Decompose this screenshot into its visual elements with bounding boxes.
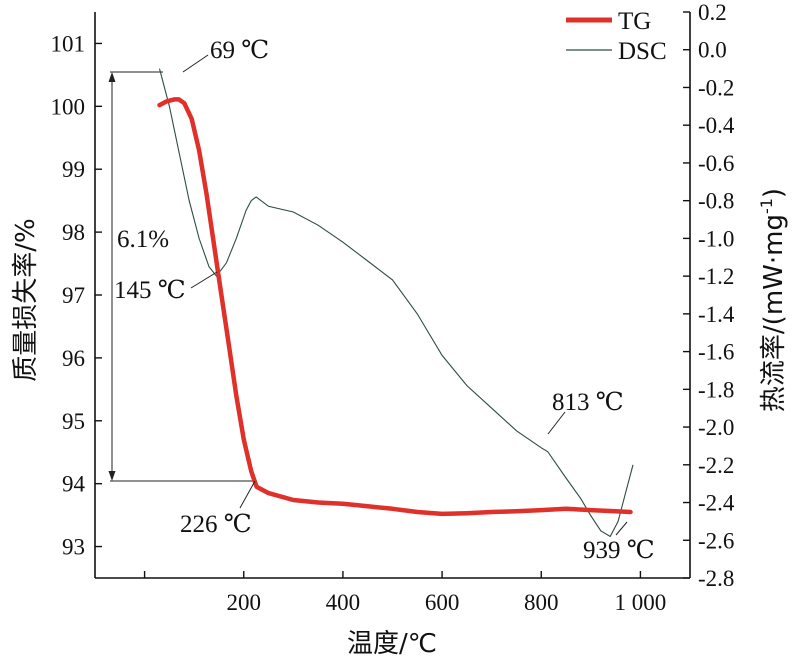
y-right-tick-label: -2.8 (698, 566, 734, 591)
y-left-tick-label: 98 (62, 220, 85, 245)
leader-145 (190, 271, 218, 289)
y-right-tick-label: 0.0 (698, 38, 727, 63)
y-right-axis-title-close: ) (759, 188, 789, 198)
y-right-tick-label: -1.8 (698, 377, 734, 402)
annotation-939: 939 ℃ (583, 537, 655, 564)
y-right-tick-label: -2.2 (698, 453, 734, 478)
y-right-axis-title-main: 热流率/(mW·mg (759, 214, 789, 412)
y-right-tick-label: -1.2 (698, 264, 734, 289)
x-ticks: 200 400 600 800 1 000 (143, 571, 667, 615)
bracket-arrowhead-down (108, 471, 116, 481)
y-right-tick-label: -0.2 (698, 75, 734, 100)
annotation-813: 813 ℃ (552, 389, 624, 416)
y-right-tick-label: -1.0 (698, 226, 734, 251)
annotation-leaders (182, 54, 628, 536)
bracket-arrowhead-up (108, 72, 116, 82)
annotation-mass-loss: 6.1% (117, 226, 169, 253)
annotation-69: 69 ℃ (210, 37, 269, 64)
y-left-tick-label: 100 (51, 94, 86, 119)
y-right-tick-label: -0.6 (698, 151, 734, 176)
y-left-tick-label: 99 (62, 157, 85, 182)
y-left-tick-label: 97 (62, 283, 85, 308)
mass-loss-bracket (108, 71, 255, 482)
x-tick-label: 800 (524, 590, 559, 615)
annotation-226: 226 ℃ (180, 511, 252, 538)
y-right-tick-label: -2.0 (698, 415, 734, 440)
x-tick-label: 200 (227, 590, 262, 615)
leader-939 (615, 521, 628, 536)
legend-dsc-label: DSC (618, 38, 667, 65)
x-axis-title: 温度/℃ (347, 629, 437, 659)
y-left-tick-label: 95 (62, 409, 85, 434)
legend: TG DSC (566, 8, 667, 65)
y-right-tick-label: -1.6 (698, 340, 734, 365)
y-right-tick-label: -0.8 (698, 189, 734, 214)
x-tick-label: 400 (326, 590, 361, 615)
y-left-ticks: 93 94 95 96 97 98 99 100 101 (51, 31, 102, 560)
y-right-axis-title-superscript: -1 (757, 198, 776, 214)
leader-813 (547, 411, 566, 435)
leader-69 (182, 54, 209, 73)
tg-series-line (157, 97, 633, 517)
y-left-tick-label: 96 (62, 346, 85, 371)
y-left-tick-label: 101 (51, 31, 86, 56)
dsc-series-line (158, 68, 634, 538)
y-right-tick-label: -1.4 (698, 302, 735, 327)
legend-tg-label: TG (618, 8, 651, 35)
y-left-axis-title: 质量损失率/% (11, 218, 41, 381)
y-right-tick-label: -2.6 (698, 528, 734, 553)
y-right-ticks: 0.2 0.0 -0.2 -0.4 -0.6 -0.8 -1.0 -1.2 -1.4 -1.6 -1… (683, 0, 735, 591)
x-tick-label: 1 000 (615, 590, 667, 615)
leader-226 (239, 480, 256, 509)
y-right-axis-title: 热流率/(mW·mg-1) (757, 188, 789, 412)
x-tick-label: 600 (425, 590, 460, 615)
y-left-tick-label: 94 (62, 472, 86, 497)
annotation-145: 145 ℃ (114, 277, 186, 304)
y-right-tick-label: -0.4 (698, 113, 735, 138)
y-left-tick-label: 93 (62, 535, 85, 560)
y-right-tick-label: -2.4 (698, 491, 735, 516)
y-right-tick-label: 0.2 (698, 0, 727, 25)
